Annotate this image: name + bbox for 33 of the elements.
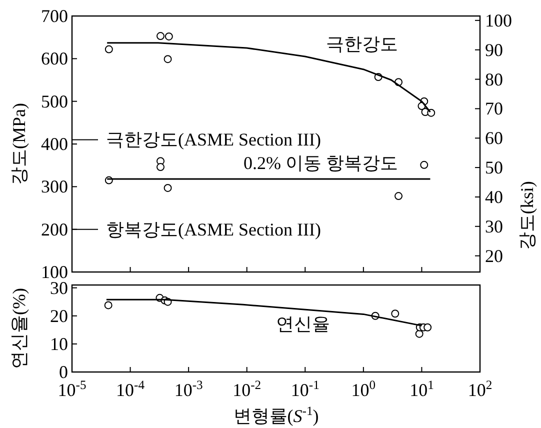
x-tick-label: 10$^{-1}$ [290, 378, 320, 400]
y2-tick-label: 20 [485, 246, 503, 266]
x-tick-label: 10$^{-3}$ [174, 378, 203, 400]
y2-tick-label: 70 [485, 98, 503, 119]
ref-line-label: 항복강도(ASME Section III) [106, 219, 321, 240]
ref-line-label: 극한강도(ASME Section III) [106, 130, 321, 150]
y2-axis-title: 강도(ksi) [517, 181, 537, 250]
y-tick-label: 300 [41, 176, 68, 197]
series-label: 0.2% 이동 항복강도 [244, 153, 398, 173]
x-tick-label: 10$^{0}$ [351, 378, 376, 400]
y2-tick-label: 80 [485, 69, 503, 90]
y-tick-label: 10 [50, 334, 68, 354]
x-tick-label: 10$^{-2}$ [232, 378, 262, 400]
x-tick-label: 10$^{-4}$ [116, 378, 146, 400]
y2-tick-label: 50 [485, 158, 503, 178]
x-axis-title: 변형률(S$^{-1}$) [233, 404, 319, 426]
y2-tick-label: 60 [485, 128, 503, 148]
series-label: 극한강도 [326, 34, 398, 54]
y-axis-title: 강도(MPa) [9, 103, 29, 185]
y-tick-label: 700 [41, 6, 68, 26]
y-tick-label: 600 [41, 48, 68, 69]
y2-tick-label: 40 [485, 186, 503, 207]
y-tick-label: 200 [41, 219, 68, 240]
y-tick-label: 400 [41, 134, 68, 154]
y-axis-title: 연신율(%) [9, 288, 29, 369]
x-tick-label: 10$^{2}$ [468, 378, 492, 400]
x-tick-label: 10$^{1}$ [410, 378, 434, 400]
y-tick-label: 500 [41, 91, 68, 112]
y2-tick-label: 90 [485, 40, 503, 60]
y2-tick-label: 30 [485, 216, 503, 236]
series-label: 연신율 [276, 314, 330, 334]
y-tick-label: 20 [50, 306, 68, 326]
y2-tick-label: 100 [485, 10, 512, 30]
